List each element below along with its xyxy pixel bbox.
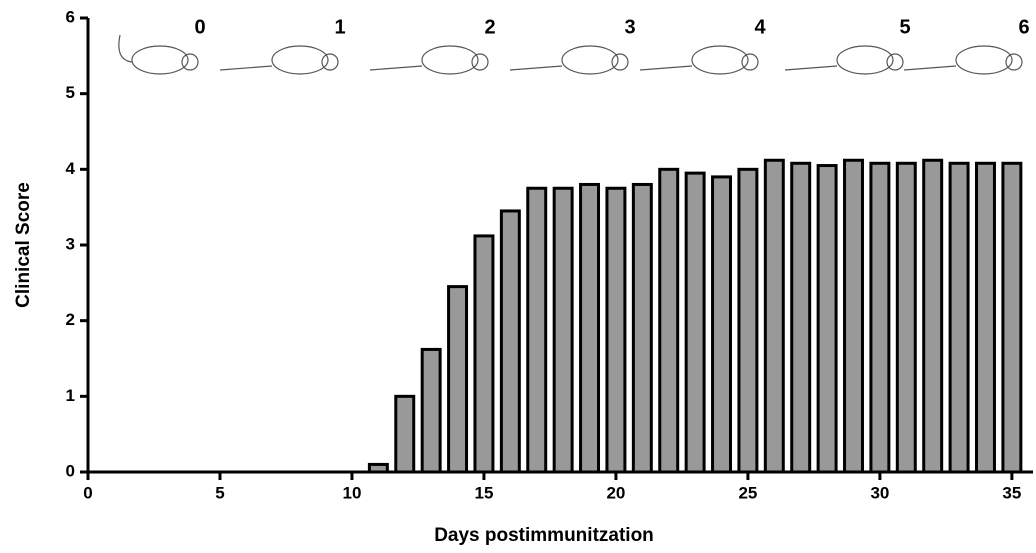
mouse-tail xyxy=(509,65,563,71)
mouse-body xyxy=(691,45,749,75)
y-tick-label: 3 xyxy=(66,234,75,253)
score-annotation: 6 xyxy=(1018,16,1029,38)
mouse-body xyxy=(836,45,894,75)
bar xyxy=(394,394,416,474)
bar xyxy=(737,167,759,474)
mouse-head xyxy=(611,53,629,71)
score-annotation: 3 xyxy=(624,16,635,38)
bar xyxy=(816,164,838,474)
mouse-head xyxy=(1005,53,1023,71)
bar xyxy=(763,158,785,474)
mouse-tail xyxy=(639,65,693,71)
x-tick-label: 25 xyxy=(738,483,757,502)
y-tick-label: 0 xyxy=(66,461,75,480)
bar xyxy=(658,167,680,474)
bar xyxy=(869,161,891,474)
bar xyxy=(473,234,495,474)
mouse-head xyxy=(471,53,489,71)
bar xyxy=(631,182,653,474)
x-tick-label: 15 xyxy=(474,483,493,502)
bar xyxy=(684,171,706,474)
mouse-tail xyxy=(903,65,957,71)
score-annotation: 1 xyxy=(334,16,345,38)
score-annotation: 5 xyxy=(899,16,910,38)
mouse-tail xyxy=(219,65,273,71)
bar xyxy=(975,161,996,474)
bar xyxy=(948,161,970,474)
bar xyxy=(790,161,812,474)
bar xyxy=(526,186,548,474)
x-tick-label: 35 xyxy=(1002,483,1021,502)
bar xyxy=(895,161,917,474)
y-tick-label: 1 xyxy=(66,386,75,405)
mouse-head xyxy=(886,53,904,71)
x-tick-label: 30 xyxy=(870,483,889,502)
x-axis-label: Days postimmunitzation xyxy=(434,525,654,546)
bar xyxy=(922,158,944,474)
x-tick-label: 10 xyxy=(343,483,362,502)
x-tick-label: 0 xyxy=(83,483,92,502)
y-tick-label: 4 xyxy=(66,159,76,178)
mouse-body xyxy=(131,45,189,75)
bar xyxy=(499,209,521,474)
score-annotation: 4 xyxy=(754,16,766,38)
mouse-head xyxy=(321,53,339,71)
y-axis-label: Clinical Score xyxy=(13,182,34,308)
bar xyxy=(1001,161,1023,474)
mouse-body xyxy=(271,45,329,75)
bar xyxy=(843,158,864,474)
y-tick-label: 6 xyxy=(66,7,75,26)
mouse-head xyxy=(741,53,759,71)
score-annotation: 2 xyxy=(484,16,495,38)
mouse-body xyxy=(955,45,1013,75)
bar xyxy=(552,186,574,474)
bar xyxy=(420,347,442,474)
bar xyxy=(605,186,627,474)
bar xyxy=(711,175,732,474)
x-tick-label: 20 xyxy=(606,483,625,502)
y-tick-label: 5 xyxy=(66,83,75,102)
mouse-body xyxy=(421,45,479,75)
bar xyxy=(447,285,469,474)
score-annotation: 0 xyxy=(194,16,205,38)
mouse-tail xyxy=(784,65,838,71)
mouse-tail xyxy=(118,34,133,63)
x-tick-label: 5 xyxy=(215,483,224,502)
mouse-head xyxy=(181,53,199,71)
mouse-tail xyxy=(369,65,423,71)
mouse-body xyxy=(561,45,619,75)
bar xyxy=(579,182,601,474)
y-tick-label: 2 xyxy=(66,310,75,329)
